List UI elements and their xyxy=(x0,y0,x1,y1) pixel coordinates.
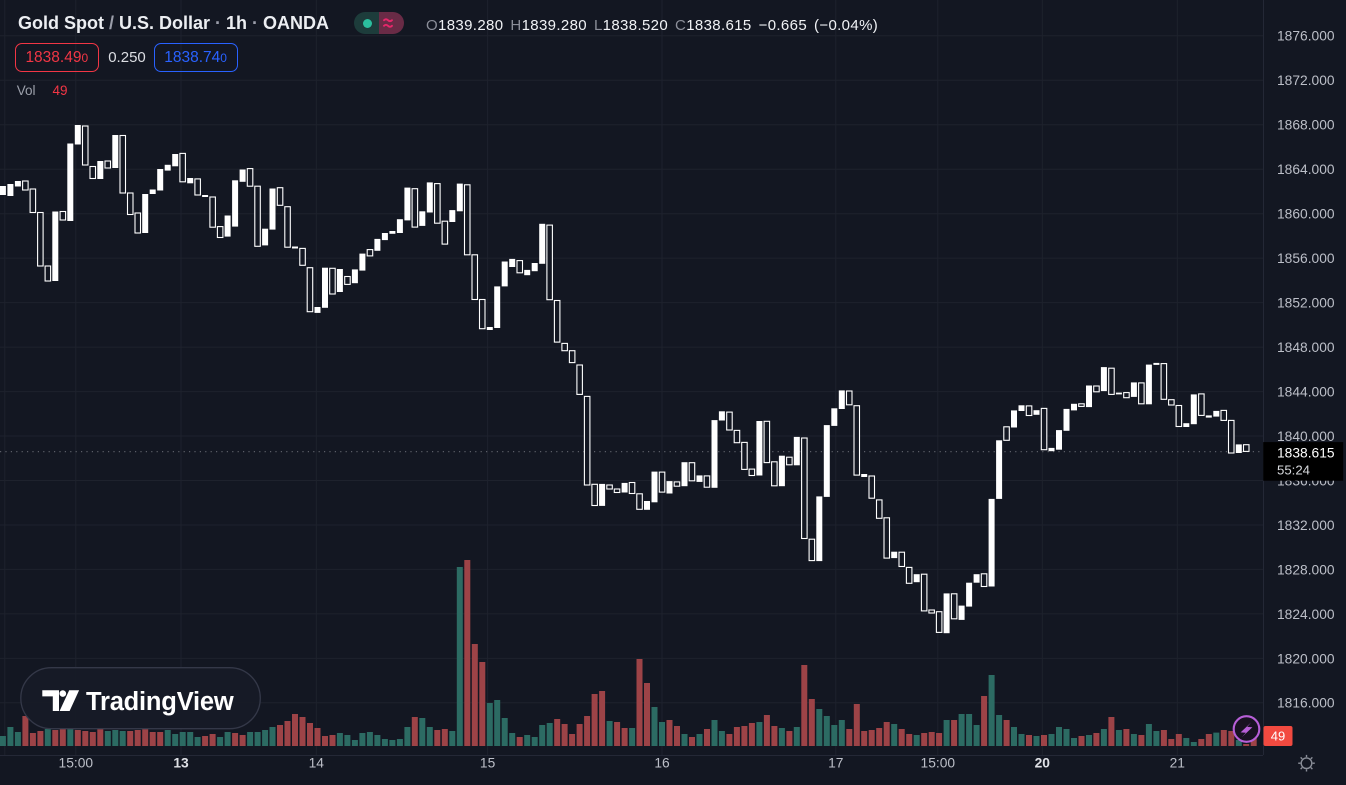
svg-text:1816.000: 1816.000 xyxy=(1277,696,1335,711)
svg-text:14: 14 xyxy=(309,756,325,771)
svg-text:1832.000: 1832.000 xyxy=(1277,518,1335,533)
svg-text:1872.000: 1872.000 xyxy=(1277,73,1335,88)
svg-text:1838.615: 1838.615 xyxy=(1277,445,1335,460)
svg-text:16: 16 xyxy=(654,756,670,771)
svg-text:20: 20 xyxy=(1035,756,1051,771)
svg-text:1824.000: 1824.000 xyxy=(1277,607,1335,622)
svg-text:1852.000: 1852.000 xyxy=(1277,296,1335,311)
svg-text:55:24: 55:24 xyxy=(1277,463,1310,478)
svg-text:1844.000: 1844.000 xyxy=(1277,385,1335,400)
svg-text:13: 13 xyxy=(173,756,189,771)
svg-text:1828.000: 1828.000 xyxy=(1277,562,1335,577)
svg-text:1820.000: 1820.000 xyxy=(1277,651,1335,666)
svg-text:1864.000: 1864.000 xyxy=(1277,162,1335,177)
svg-text:15:00: 15:00 xyxy=(59,756,94,771)
svg-text:49: 49 xyxy=(1271,729,1285,744)
svg-text:TradingView: TradingView xyxy=(86,688,234,716)
svg-text:15:00: 15:00 xyxy=(921,756,956,771)
svg-text:1856.000: 1856.000 xyxy=(1277,251,1335,266)
svg-text:21: 21 xyxy=(1170,756,1185,771)
svg-text:1840.000: 1840.000 xyxy=(1277,429,1335,444)
svg-text:1860.000: 1860.000 xyxy=(1277,207,1335,222)
svg-text:1876.000: 1876.000 xyxy=(1277,29,1335,44)
svg-text:1868.000: 1868.000 xyxy=(1277,118,1335,133)
svg-text:1848.000: 1848.000 xyxy=(1277,340,1335,355)
svg-text:17: 17 xyxy=(828,756,843,771)
svg-text:15: 15 xyxy=(480,756,496,771)
